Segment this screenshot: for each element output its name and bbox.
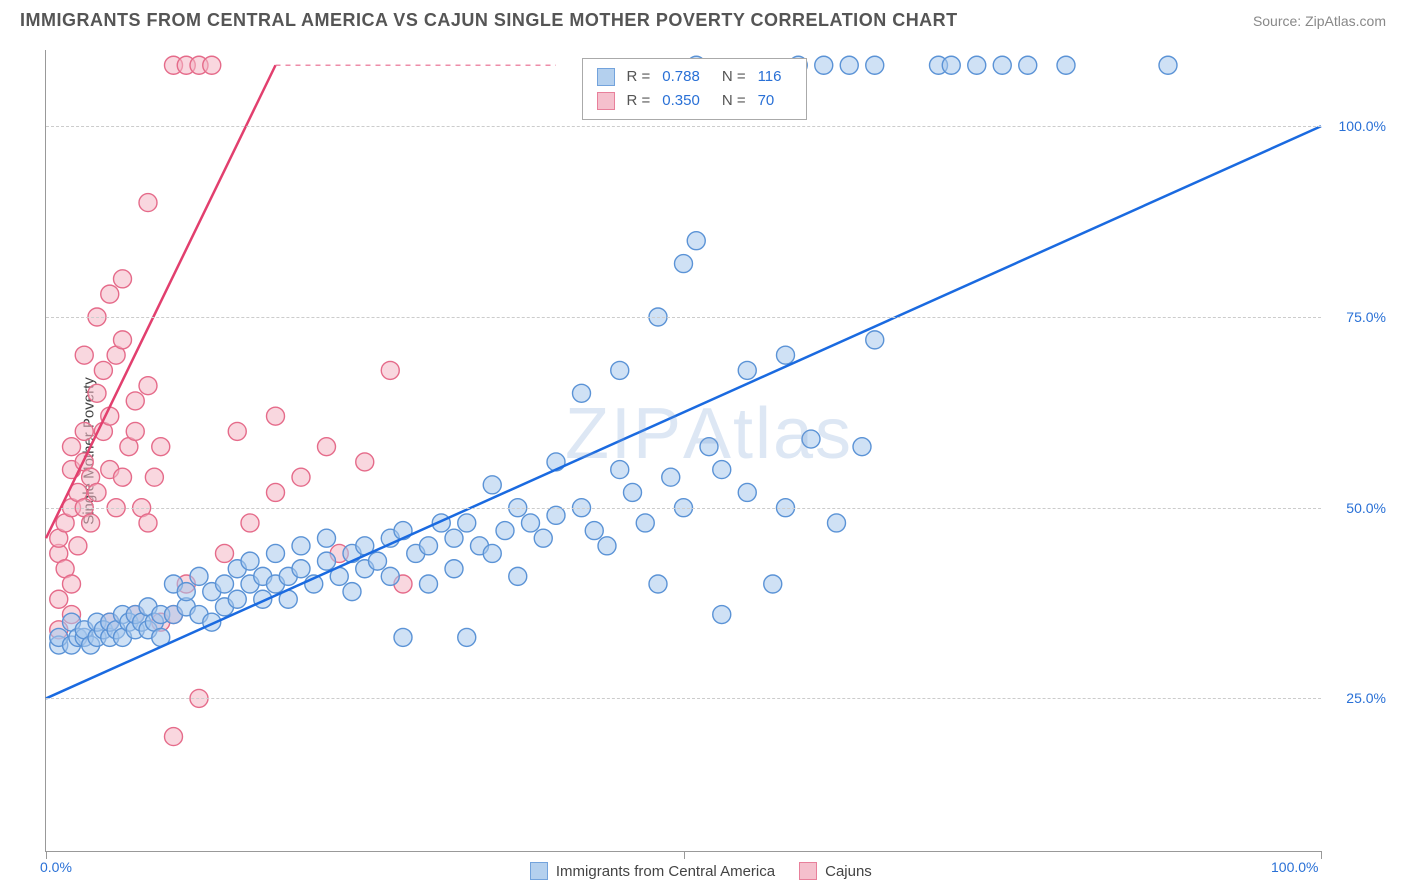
legend-swatch-pink <box>597 92 615 110</box>
series-legend: Immigrants from Central America Cajuns <box>530 862 872 880</box>
x-tick-label: 0.0% <box>40 859 72 875</box>
legend-row-series1: R = 0.788 N = 116 <box>597 65 792 89</box>
n-label-2: N = <box>722 89 746 113</box>
n-value-1: 116 <box>758 65 782 89</box>
legend-swatch-blue <box>597 68 615 86</box>
legend-label-2: Cajuns <box>825 863 872 880</box>
y-tick-label: 25.0% <box>1346 690 1386 706</box>
y-tick-label: 75.0% <box>1346 309 1386 325</box>
legend-item-series2: Cajuns <box>799 862 872 880</box>
r-value-1: 0.788 <box>662 65 700 89</box>
legend-row-series2: R = 0.350 N = 70 <box>597 89 792 113</box>
n-label: N = <box>722 65 746 89</box>
legend-swatch-pink-icon <box>799 862 817 880</box>
y-tick-label: 50.0% <box>1346 500 1386 516</box>
legend-swatch-blue-icon <box>530 862 548 880</box>
legend-item-series1: Immigrants from Central America <box>530 862 775 880</box>
scatter-svg <box>46 50 1321 851</box>
r-label-2: R = <box>627 89 651 113</box>
plot-area: ZIPAtlas R = 0.788 N = 116 R = 0.350 N =… <box>45 50 1321 852</box>
r-label: R = <box>627 65 651 89</box>
x-tick-label: 100.0% <box>1271 859 1318 875</box>
chart-container: Single Mother Poverty ZIPAtlas R = 0.788… <box>45 50 1321 852</box>
r-value-2: 0.350 <box>662 89 700 113</box>
n-value-2: 70 <box>758 89 775 113</box>
source-attribution: Source: ZipAtlas.com <box>1253 13 1386 29</box>
correlation-legend: R = 0.788 N = 116 R = 0.350 N = 70 <box>582 58 807 120</box>
legend-label-1: Immigrants from Central America <box>556 863 775 880</box>
y-tick-label: 100.0% <box>1339 118 1386 134</box>
chart-title: IMMIGRANTS FROM CENTRAL AMERICA VS CAJUN… <box>20 10 958 31</box>
